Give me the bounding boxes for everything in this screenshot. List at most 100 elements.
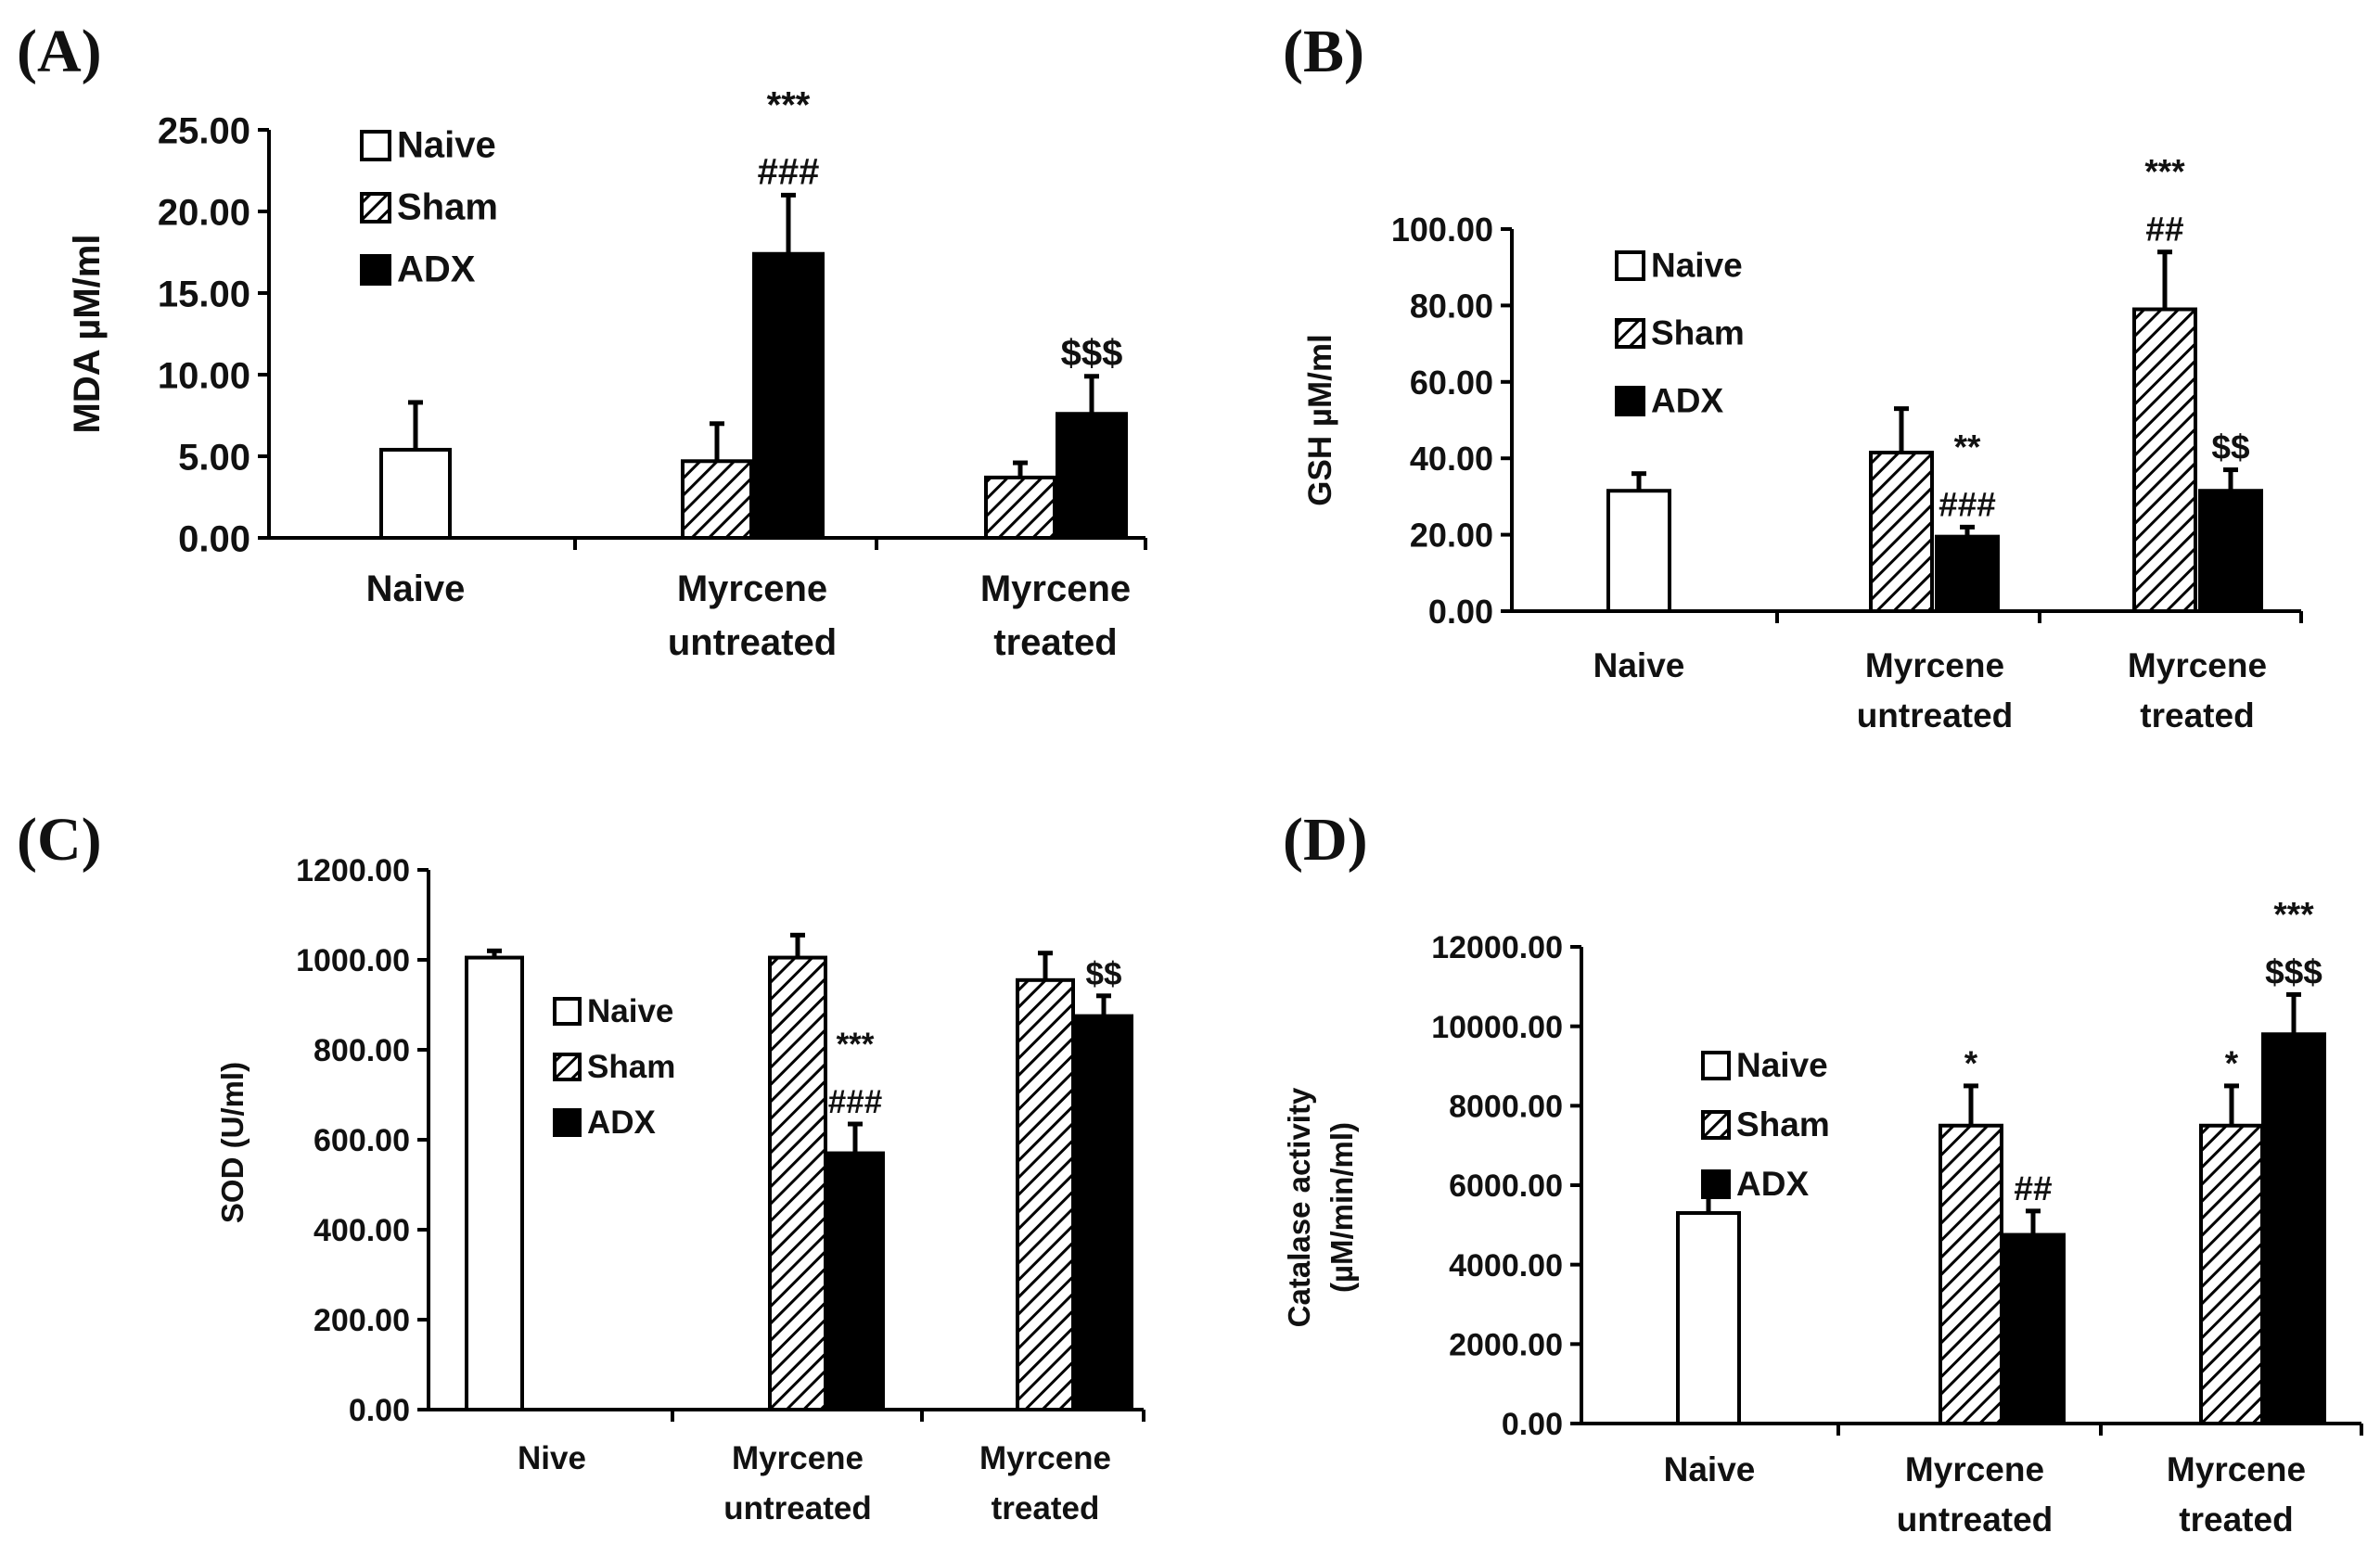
y-tick-label: 6000.00 xyxy=(1449,1168,1563,1204)
bar-naive xyxy=(465,955,524,1411)
bar-sham xyxy=(1016,977,1075,1411)
significance-mark: *** xyxy=(837,1027,875,1063)
legend-label: Naive xyxy=(1736,1046,1828,1084)
chart-c: 0.00 200.00 400.00 600.00 800.00 1000.00 1200.… xyxy=(215,853,1145,1526)
legend-label: ADX xyxy=(587,1105,657,1141)
x-category-label: Myrcene untreated xyxy=(1897,1450,2054,1539)
y-tick-label: 100.00 xyxy=(1391,211,1493,249)
y-tick-label: 1000.00 xyxy=(296,943,410,978)
bar-adx xyxy=(2198,489,2263,613)
y-tick-label: 8000.00 xyxy=(1449,1090,1563,1125)
y-tick-label: 10.00 xyxy=(158,355,250,396)
significance-mark: *** xyxy=(2144,153,2185,191)
bar-sham xyxy=(984,475,1056,541)
x-category-label: Naive xyxy=(1593,646,1685,684)
bar-sham xyxy=(2199,1123,2264,1425)
x-category-label: Naive xyxy=(1664,1450,1756,1488)
y-tick-label: 1200.00 xyxy=(296,853,410,888)
y-axis-label: SOD (U/ml) xyxy=(215,1062,250,1223)
legend-label: ADX xyxy=(397,249,476,290)
legend-swatch-sham xyxy=(553,1053,582,1081)
bar-sham xyxy=(681,459,753,540)
legend-label: Sham xyxy=(397,187,498,228)
y-tick-label: 800.00 xyxy=(313,1033,410,1068)
legend-swatch-naive xyxy=(360,130,391,161)
legend-swatch-adx xyxy=(553,1108,582,1137)
bar-adx xyxy=(1056,412,1128,540)
y-tick-label: 15.00 xyxy=(158,274,250,314)
bar-adx xyxy=(2261,1032,2326,1425)
y-tick-label: 5.00 xyxy=(178,437,250,478)
y-tick-label: 12000.00 xyxy=(1431,930,1563,965)
legend-swatch-naive xyxy=(1701,1051,1731,1080)
legend-label: Naive xyxy=(1651,247,1743,285)
significance-mark: ** xyxy=(1954,428,1981,466)
y-axis-label: MDA µM/ml xyxy=(67,235,108,434)
x-category-label: Myrcene treated xyxy=(979,1440,1111,1526)
y-axis-label: GSH µM/ml xyxy=(1302,334,1338,505)
panel-label: (B) xyxy=(1283,18,1364,85)
chart-a: 0.00 5.00 10.00 15.00 20.00 25.00 *** ### $$$ Nai… xyxy=(67,84,1147,663)
y-tick-label: 20.00 xyxy=(1410,517,1493,555)
y-tick-label: 25.00 xyxy=(158,110,250,151)
significance-mark: ## xyxy=(2145,211,2183,249)
panel-label: (A) xyxy=(17,18,102,85)
significance-mark: $$$ xyxy=(2265,952,2322,990)
significance-mark: *** xyxy=(767,84,811,125)
legend-swatch-adx xyxy=(1701,1169,1731,1199)
y-tick-label: 2000.00 xyxy=(1449,1328,1563,1363)
x-category-label: Myrcene treated xyxy=(980,568,1131,663)
y-axis-label: Catalase activity (µM/min/ml) xyxy=(1282,1087,1359,1327)
bar-adx xyxy=(1074,1014,1133,1411)
bar-naive xyxy=(1676,1210,1741,1425)
bar-naive xyxy=(379,447,452,540)
legend-swatch-naive xyxy=(1615,250,1645,281)
bar-adx xyxy=(1935,534,2000,613)
significance-mark: * xyxy=(2225,1044,2239,1082)
bar-sham xyxy=(1939,1123,2003,1425)
panel-d: (D) 0.00 2000.00 4000.00 6000.00 8000.00 1000… xyxy=(1190,779,2380,1558)
panel-c: (C) 0.00 200.00 400.00 600.00 800.00 1000.00 1… xyxy=(0,779,1190,1558)
legend-swatch-sham xyxy=(360,192,391,223)
significance-mark: * xyxy=(1964,1044,1978,1082)
y-tick-label: 4000.00 xyxy=(1449,1248,1563,1283)
y-tick-label: 0.00 xyxy=(1502,1407,1563,1442)
legend-label: Naive xyxy=(397,125,496,166)
bar-naive xyxy=(1606,489,1671,613)
significance-mark: ### xyxy=(1939,485,1996,523)
y-tick-label: 40.00 xyxy=(1410,440,1493,478)
chart-d: 0.00 2000.00 4000.00 6000.00 8000.00 10000.00… xyxy=(1282,895,2363,1539)
legend-swatch-sham xyxy=(1615,318,1645,349)
bar-sham xyxy=(1869,451,1934,613)
y-tick-label: 0.00 xyxy=(178,518,250,559)
y-tick-label: 400.00 xyxy=(313,1213,410,1248)
legend-label: Sham xyxy=(1736,1105,1830,1143)
panel-label: (D) xyxy=(1283,806,1368,874)
panel-b: (B) 0.00 20.00 40.00 60.00 80.00 100.00 ** ### *… xyxy=(1190,0,2380,760)
significance-mark: ### xyxy=(828,1084,882,1120)
legend-swatch-adx xyxy=(360,254,391,286)
bar-sham xyxy=(2132,307,2197,613)
chart-b: 0.00 20.00 40.00 60.00 80.00 100.00 ** ### *** ##… xyxy=(1302,153,2303,734)
significance-mark: $$$ xyxy=(1061,333,1123,374)
significance-mark: *** xyxy=(2273,895,2314,933)
legend-label: ADX xyxy=(1736,1165,1809,1203)
bar-sham xyxy=(768,955,827,1411)
x-category-label: Myrcene untreated xyxy=(723,1440,871,1526)
significance-mark: ### xyxy=(758,151,820,192)
x-category-label: Nive xyxy=(518,1440,586,1476)
legend-swatch-naive xyxy=(553,997,582,1026)
y-tick-label: 60.00 xyxy=(1410,364,1493,402)
bar-adx xyxy=(2001,1232,2066,1425)
panel-label: (C) xyxy=(17,806,102,874)
y-tick-label: 20.00 xyxy=(158,192,250,233)
significance-mark: $$ xyxy=(1086,956,1122,992)
legend-label: Sham xyxy=(587,1049,675,1085)
y-tick-label: 80.00 xyxy=(1410,287,1493,325)
x-category-label: Myrcene untreated xyxy=(1857,646,2014,734)
legend-swatch-adx xyxy=(1615,386,1645,416)
y-tick-label: 0.00 xyxy=(1428,593,1493,631)
y-tick-label: 0.00 xyxy=(349,1393,410,1428)
legend-label: Sham xyxy=(1651,314,1745,352)
legend-swatch-sham xyxy=(1701,1110,1731,1140)
